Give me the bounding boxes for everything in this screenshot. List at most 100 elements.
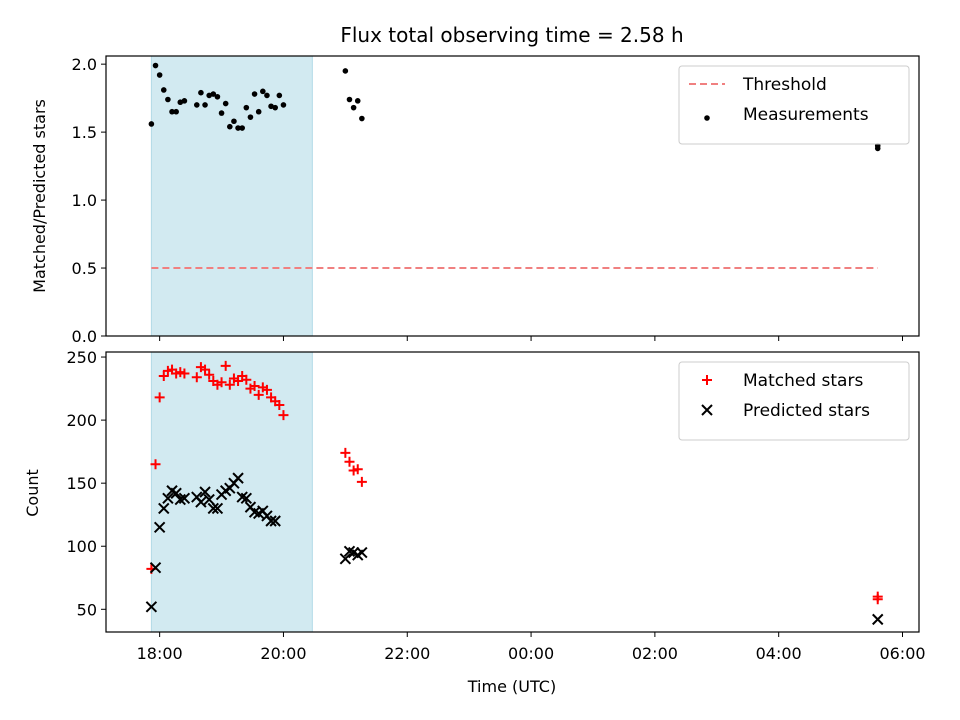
measurement-point: [346, 96, 353, 103]
measurement-point: [152, 62, 159, 69]
measurement-point: [239, 125, 245, 131]
predicted-stars-point: [339, 553, 352, 565]
legend-label: Measurements: [743, 105, 869, 125]
measurement-point: [243, 104, 250, 111]
measurement-point: [280, 102, 287, 108]
measurement-point: [350, 104, 357, 111]
measurement-point: [169, 108, 175, 115]
measurement-point: [173, 108, 179, 115]
x-tick-label: 20:00: [260, 644, 306, 663]
measurement-point: [148, 121, 155, 127]
plot-frame: [105, 55, 920, 337]
legend-label: Matched stars: [743, 371, 863, 391]
predicted-stars-point: [872, 613, 884, 626]
bottom-y-axis-label: Count: [23, 469, 42, 517]
measurement-point: [227, 123, 233, 130]
measurement-point: [202, 102, 208, 108]
x-tick-label: 04:00: [756, 644, 802, 663]
chart-title: Flux total observing time = 2.58 h: [340, 23, 683, 47]
x-tick-label: 22:00: [384, 644, 430, 663]
matched-stars-point: [158, 370, 169, 381]
measurement-point: [181, 98, 188, 104]
matched-stars-point: [216, 377, 227, 388]
legend-matched-swatch: [702, 375, 712, 385]
matched-stars-point: [179, 368, 190, 379]
matched-stars-point: [204, 369, 215, 380]
measurement-point: [210, 91, 217, 97]
matched-stars-point: [278, 410, 289, 421]
matched-stars-point: [233, 376, 244, 387]
matched-stars-point: [356, 476, 367, 487]
measurement-point: [222, 100, 229, 107]
measurement-point: [193, 102, 200, 108]
y-tick-label: 150: [66, 474, 97, 493]
count-panel: 50 100 150 200 250 18:00 20:00 22:00 00:00 02:00 0…: [66, 348, 925, 663]
legend-measurements-swatch: [704, 115, 710, 121]
matched-stars-point: [220, 360, 231, 371]
matched-stars-point: [274, 399, 285, 410]
x-tick-label: 18:00: [137, 644, 183, 663]
predicted-stars-point: [145, 601, 158, 613]
measurement-point: [214, 93, 221, 100]
matched-stars-point: [249, 381, 260, 392]
predicted-stars-point: [207, 502, 220, 515]
predicted-stars-point: [203, 493, 215, 506]
measurement-point: [276, 92, 283, 99]
predicted-stars-point: [356, 546, 368, 559]
measurement-point: [260, 88, 266, 95]
x-tick-label: 06:00: [879, 644, 925, 663]
measurement-point: [264, 92, 270, 99]
predicted-stars-point: [153, 521, 166, 534]
measurement-point: [160, 87, 167, 93]
measurement-point: [235, 125, 241, 131]
legend-label: Threshold: [742, 75, 827, 95]
measurement-point: [198, 89, 204, 96]
y-tick-label: 1.5: [72, 123, 97, 142]
measurement-point: [354, 98, 361, 104]
legend: Threshold Measurements: [678, 65, 910, 145]
x-axis-label: Time (UTC): [467, 677, 556, 696]
y-tick-label: 0.5: [72, 259, 97, 278]
x-tick-label: 00:00: [508, 644, 554, 663]
matched-stars-point: [154, 392, 165, 403]
matched-stars-point: [224, 379, 235, 390]
measurement-point: [874, 145, 881, 152]
matched-stars-point: [352, 464, 363, 475]
predicted-stars-point: [240, 492, 253, 505]
measurement-point: [272, 104, 279, 111]
matched-stars-point: [191, 372, 202, 383]
measurement-point: [247, 114, 254, 120]
y-tick-label: 0.0: [72, 327, 97, 346]
matched-stars-point: [261, 384, 272, 395]
matched-stars-point: [340, 447, 351, 458]
y-tick-label: 250: [66, 348, 97, 367]
predicted-stars-point: [149, 561, 162, 574]
predicted-stars-point: [195, 496, 207, 508]
matched-stars-point: [253, 389, 264, 400]
matched-stars-point: [344, 456, 355, 467]
measurement-point: [359, 115, 365, 122]
y-tick-label: 100: [66, 537, 97, 556]
y-tick-label: 50: [77, 600, 97, 619]
predicted-stars-point: [162, 492, 174, 505]
legend: Matched stars Predicted stars: [678, 361, 910, 441]
predicted-stars-point: [158, 502, 170, 515]
matched-stars-point: [150, 459, 161, 470]
measurement-point: [156, 72, 163, 78]
y-tick-label: 2.0: [72, 55, 97, 74]
top-y-axis-label: Matched/Predicted stars: [30, 99, 49, 293]
y-tick-label: 1.0: [72, 191, 97, 210]
predicted-stars-point: [211, 502, 224, 515]
predicted-stars-point: [232, 472, 244, 484]
measurement-point: [218, 110, 225, 116]
measurement-point: [231, 118, 237, 125]
measurement-point: [251, 91, 258, 97]
matched-stars-point: [200, 364, 211, 375]
matched-stars-point: [872, 594, 883, 605]
legend-box: [678, 361, 910, 441]
measurement-point: [255, 108, 262, 115]
plot-frame: [105, 351, 920, 633]
legend-box: [678, 65, 910, 145]
predicted-stars-point: [178, 492, 191, 505]
